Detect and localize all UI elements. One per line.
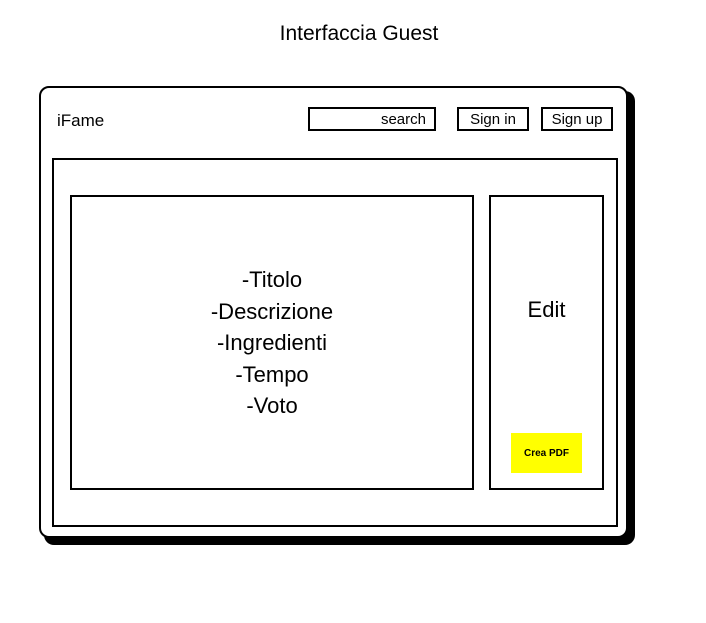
detail-description: -Descrizione [210, 298, 334, 324]
detail-ingredients: -Ingredienti [216, 330, 328, 355]
recipe-details-list: -Titolo -Descrizione -Ingredienti -Tempo… [70, 264, 474, 422]
edit-panel [489, 195, 604, 490]
brand-logo[interactable]: iFame [57, 111, 105, 130]
recipe-details-panel [70, 195, 474, 490]
content-frame [52, 158, 618, 527]
create-pdf-button[interactable]: Crea PDF [511, 433, 582, 473]
detail-rating: -Voto [246, 393, 298, 418]
search-input[interactable] [308, 107, 436, 131]
detail-time: -Tempo [235, 361, 309, 387]
sign-in-button[interactable]: Sign in [457, 107, 529, 131]
page-title: Interfaccia Guest [279, 22, 439, 45]
detail-title: -Titolo [241, 267, 303, 292]
edit-label[interactable]: Edit [527, 297, 566, 322]
sign-up-button[interactable]: Sign up [541, 107, 613, 131]
